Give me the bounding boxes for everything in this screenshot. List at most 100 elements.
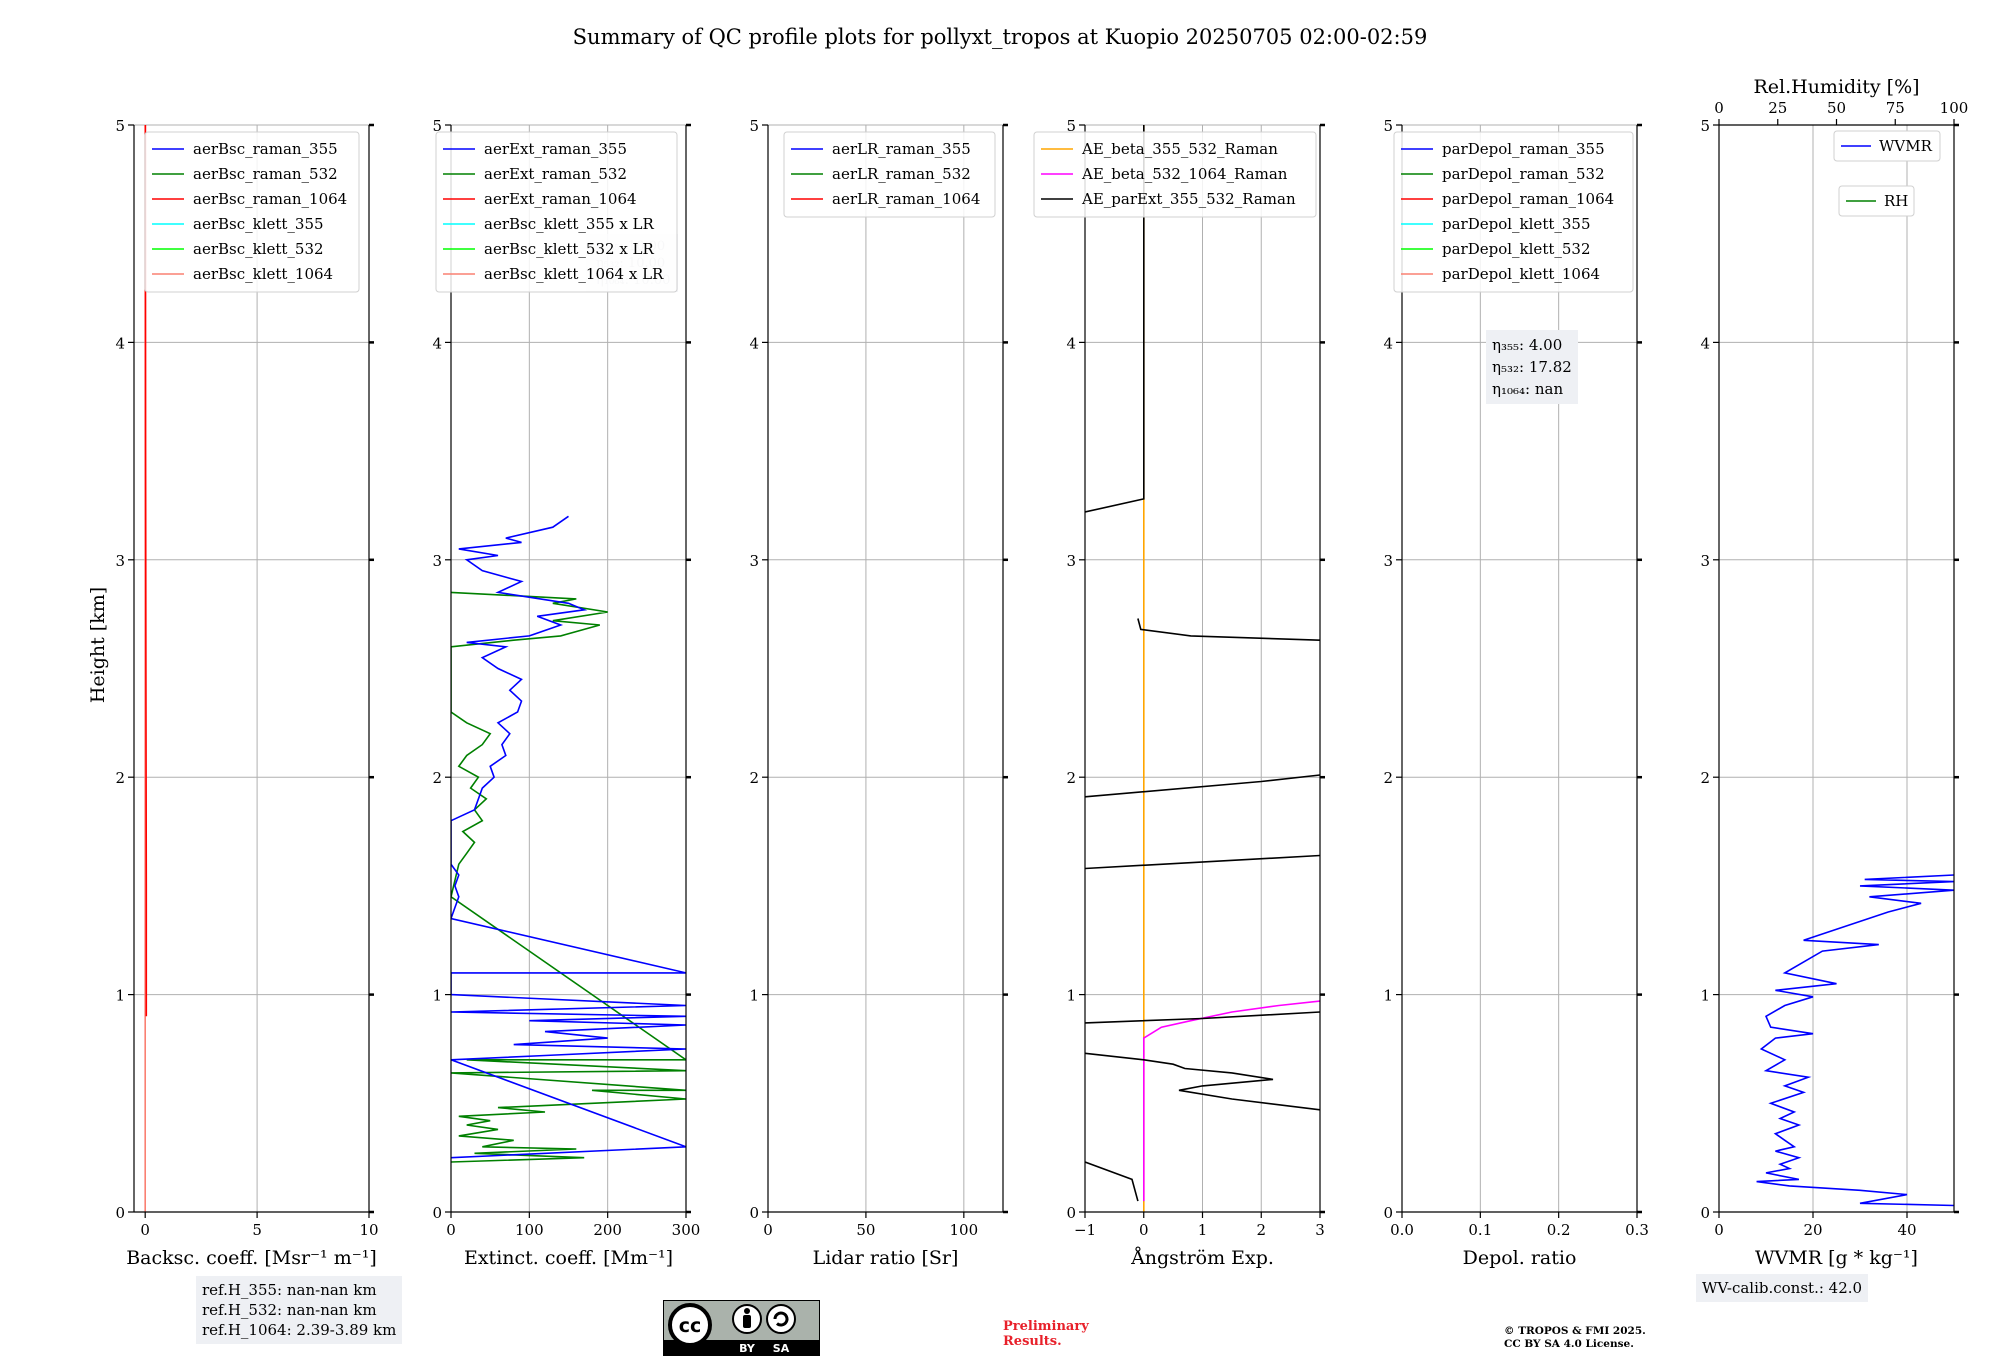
- legend: aerExt_raman_355 aerExt_raman_532 aerExt_r…: [435, 131, 678, 293]
- legend: parDepol_raman_355 parDepol_raman_532 parD…: [1393, 131, 1634, 293]
- x-tick-label: 100: [515, 1221, 544, 1239]
- eta-355-text: η₃₅₅: 4.00: [1492, 336, 1563, 354]
- legend-entry: aerLR_raman_355: [832, 140, 971, 158]
- refh-355-text: ref.H_355: nan-nan km: [202, 1281, 377, 1299]
- legend-frame: [1033, 131, 1317, 218]
- copyright-line-2: CC BY SA 4.0 License.: [1504, 1338, 1634, 1350]
- x-tick-label: 50: [856, 1221, 875, 1239]
- legend-entry: aerBsc_klett_1064 x LR: [484, 265, 664, 283]
- cc-logo-icon: [668, 1303, 712, 1347]
- x-tick-label: 0: [1714, 1221, 1724, 1239]
- series-line-ae-parext-355-532-raman: [1085, 1052, 1320, 1111]
- y-tick-label: 0: [115, 1204, 125, 1222]
- series-line-ae-parext-355-532-raman: [1085, 774, 1320, 798]
- x-tick-label: 0: [763, 1221, 773, 1239]
- wv-calib-text: WV-calib.const.: 42.0: [1702, 1279, 1863, 1297]
- x-tick-label: −1: [1074, 1221, 1096, 1239]
- y-tick-label: 4: [1383, 334, 1393, 352]
- series-line-wvmr: [1756, 874, 1954, 1207]
- x-tick-label: 200: [593, 1221, 622, 1239]
- series-line-ae-parext-355-532-raman: [1137, 618, 1320, 641]
- legend-entry: AE_parExt_355_532_Raman: [1081, 190, 1296, 208]
- x-tick-label: 0.3: [1625, 1221, 1649, 1239]
- y-tick-label: 2: [1383, 769, 1393, 787]
- x-tick-label: 0.2: [1547, 1221, 1571, 1239]
- sa-sharealike-icon: [766, 1304, 796, 1334]
- x-axis-label: WVMR [g * kg⁻¹]: [1755, 1247, 1918, 1269]
- copyright-line-1: © TROPOS & FMI 2025.: [1504, 1325, 1646, 1337]
- y-tick-label: 0: [1383, 1204, 1393, 1222]
- y-tick-label: 1: [1383, 987, 1393, 1005]
- legend-frame: [1393, 131, 1634, 293]
- series-line-ae-parext-355-532-raman: [1085, 1011, 1320, 1024]
- cc-by-sa-badge: cc BY SA: [663, 1300, 820, 1356]
- y-axis-label: Height [km]: [87, 587, 109, 703]
- legend-entry: AE_beta_355_532_Raman: [1081, 140, 1278, 158]
- legend-frame: [1838, 185, 1915, 217]
- x-tick-label: 0.0: [1390, 1221, 1414, 1239]
- legend-entry: parDepol_raman_532: [1442, 165, 1605, 183]
- series-line-ae-beta-532-1064-raman: [1143, 1000, 1320, 1202]
- x-tick-label: 2: [1256, 1221, 1266, 1239]
- top-x-axis-label: Rel.Humidity [%]: [1753, 76, 1919, 98]
- x-tick-label: 3: [1315, 1221, 1325, 1239]
- y-tick-label: 5: [1066, 117, 1076, 135]
- x-tick-label: 5: [252, 1221, 262, 1239]
- by-label: BY: [739, 1342, 756, 1355]
- eta-info-box: η₃₅₅: 4.00 η₅₃₂: 17.82 η₁₀₆₄: nan: [1486, 330, 1578, 404]
- y-tick-label: 2: [1066, 769, 1076, 787]
- profile-panel-1: 0 1 2 3 4 5 0 5 10 Backsc. coeff. [Msr⁻¹ m⁻¹] aerB…: [115, 117, 378, 1269]
- y-tick-label: 0: [432, 1204, 442, 1222]
- x-axis-label: Extinct. coeff. [Mm⁻¹]: [464, 1247, 673, 1269]
- y-tick-label: 4: [1700, 334, 1710, 352]
- y-tick-label: 1: [432, 987, 442, 1005]
- y-tick-label: 2: [1700, 769, 1710, 787]
- x-tick-label: 20: [1803, 1221, 1822, 1239]
- refh-1064-text: ref.H_1064: 2.39-3.89 km: [202, 1321, 397, 1339]
- legend-frame: [783, 131, 996, 218]
- legend-wvmr: WVMR: [1833, 130, 1941, 162]
- y-tick-label: 3: [1066, 552, 1076, 570]
- y-tick-label: 1: [1700, 987, 1710, 1005]
- x-tick-label: 0: [140, 1221, 150, 1239]
- y-tick-label: 4: [432, 334, 442, 352]
- y-tick-label: 3: [1700, 552, 1710, 570]
- legend-entry: parDepol_klett_355: [1442, 215, 1591, 233]
- legend: aerLR_raman_355 aerLR_raman_532 aerLR_rama…: [783, 131, 996, 218]
- legend: aerBsc_raman_355 aerBsc_raman_532 aerBsc_r…: [144, 131, 360, 293]
- preliminary-results-text: Preliminary Results.: [1003, 1319, 1089, 1349]
- legend-entry: aerBsc_klett_355 x LR: [484, 215, 655, 233]
- y-tick-label: 1: [749, 987, 759, 1005]
- legend-entry: aerExt_raman_532: [484, 165, 627, 183]
- series-line-aerbsc-raman-1064: [144, 125, 148, 1017]
- y-tick-label: 4: [115, 334, 125, 352]
- y-tick-label: 2: [432, 769, 442, 787]
- y-tick-label: 5: [1383, 117, 1393, 135]
- y-tick-label: 4: [749, 334, 759, 352]
- x-axis-label: Lidar ratio [Sr]: [813, 1247, 959, 1269]
- legend-entry: aerBsc_raman_355: [193, 140, 338, 158]
- x-tick-label: 10: [359, 1221, 378, 1239]
- legend-frame: [1833, 130, 1941, 162]
- profile-panel-5: 0 1 2 3 4 5 0.0 0.1 0.2 0.3 Depol. ratio parDepol_r…: [1383, 117, 1648, 1269]
- y-tick-label: 0: [1066, 1204, 1076, 1222]
- preliminary-line-2: Results.: [1003, 1334, 1062, 1349]
- x-axis-label: Ångström Exp.: [1130, 1247, 1274, 1269]
- legend-entry: aerBsc_klett_532 x LR: [484, 240, 655, 258]
- top-x-tick-label: 25: [1768, 99, 1787, 117]
- y-tick-label: 5: [1700, 117, 1710, 135]
- y-tick-label: 3: [432, 552, 442, 570]
- refh-info-box: ref.H_355: nan-nan km ref.H_532: nan-nan…: [196, 1276, 403, 1344]
- legend-rh: RH: [1838, 185, 1915, 217]
- y-tick-label: 3: [115, 552, 125, 570]
- x-axis-label: Depol. ratio: [1463, 1247, 1577, 1269]
- series-line-aerext-raman-355: [451, 515, 686, 1159]
- y-tick-label: 2: [115, 769, 125, 787]
- figure-title: Summary of QC profile plots for pollyxt_…: [573, 25, 1428, 49]
- legend-entry: aerBsc_klett_355: [193, 215, 324, 233]
